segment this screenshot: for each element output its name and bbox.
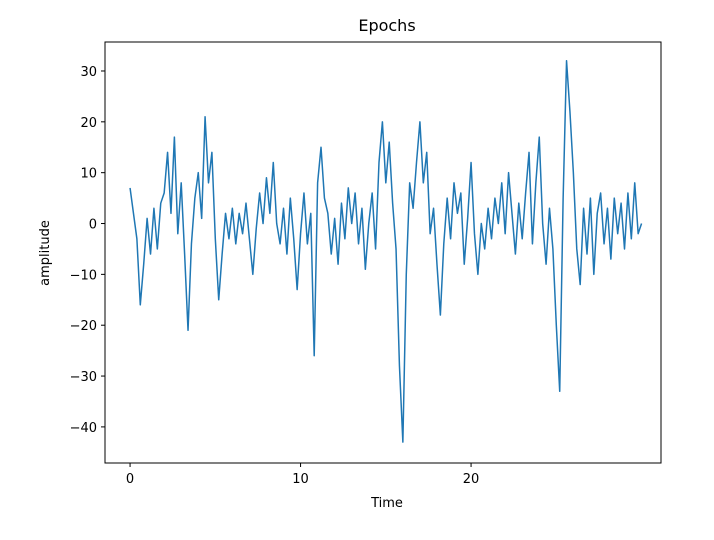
y-tick-label: −30: [70, 370, 97, 385]
x-tick-label: 10: [292, 472, 309, 487]
data-line: [129, 60, 643, 443]
y-tick-label: 0: [89, 218, 97, 233]
x-axis-label: Time: [370, 496, 403, 511]
y-tick-label: 30: [80, 65, 97, 80]
y-tick-label: 10: [80, 167, 97, 182]
y-tick-label: 20: [80, 116, 97, 131]
x-tick-label: 20: [463, 472, 480, 487]
chart-title: Epochs: [358, 16, 415, 35]
y-tick-label: −40: [70, 421, 97, 436]
plot-frame: [104, 41, 662, 464]
y-tick-label: −10: [70, 268, 97, 283]
x-tick-label: 0: [126, 472, 134, 487]
y-tick-label: −20: [70, 319, 97, 334]
y-axis-label: amplitude: [38, 220, 53, 286]
